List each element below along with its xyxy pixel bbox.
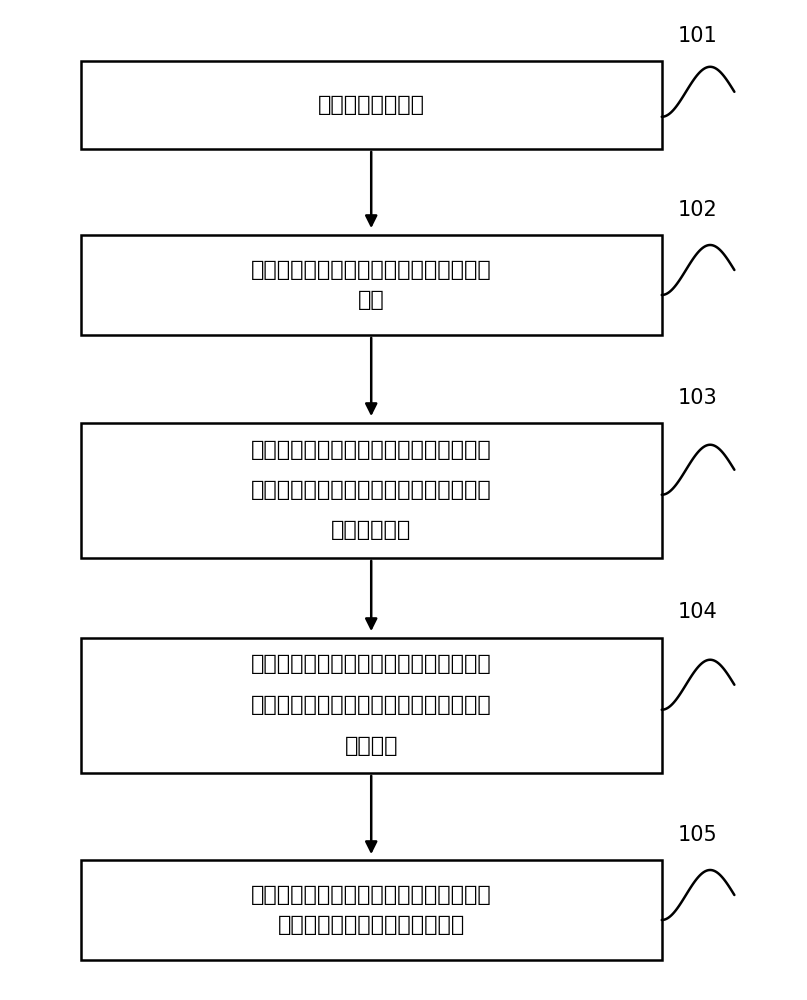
- Text: 101: 101: [678, 26, 718, 46]
- Text: 工作需求信息建立对应的用工需求模型、: 工作需求信息建立对应的用工需求模型、: [251, 480, 491, 500]
- Text: 获取用工需求信息: 获取用工需求信息: [318, 95, 424, 115]
- Bar: [81, 638, 662, 772]
- Text: 104: 104: [678, 602, 718, 622]
- Bar: [81, 235, 662, 335]
- Text: 105: 105: [678, 825, 718, 845]
- Bar: [81, 61, 662, 149]
- Text: 102: 102: [678, 200, 718, 220]
- Text: 获取与每个工作需求对象对应的工作需求: 获取与每个工作需求对象对应的工作需求: [251, 260, 491, 280]
- Text: 点推送至用工需求点对应的终端: 点推送至用工需求点对应的终端: [278, 915, 465, 935]
- Bar: [81, 422, 662, 558]
- Text: 得到每个用工需求点对每个工作需求点的: 得到每个用工需求点对每个工作需求点的: [251, 695, 491, 715]
- Text: 103: 103: [678, 387, 718, 408]
- Text: 按吸引度值的大小选取排名，将工作需求: 按吸引度值的大小选取排名，将工作需求: [251, 885, 491, 905]
- Text: 根据用工需求模型、工作需求模型，计算: 根据用工需求模型、工作需求模型，计算: [251, 655, 491, 675]
- Text: 吸引度值: 吸引度值: [345, 736, 398, 756]
- Text: 工作需求模型: 工作需求模型: [331, 520, 412, 540]
- Text: 信息: 信息: [358, 290, 385, 310]
- Text: 建立多维坐标系，并根据用工需求信息、: 建立多维坐标系，并根据用工需求信息、: [251, 440, 491, 460]
- Bar: [81, 860, 662, 960]
